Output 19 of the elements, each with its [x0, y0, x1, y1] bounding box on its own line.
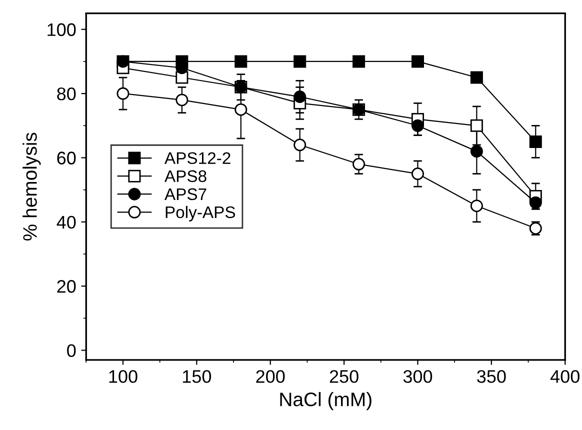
x-tick-label: 200	[256, 370, 285, 383]
x-axis-title: NaCl (mM)	[280, 392, 372, 410]
x-tick-label: 300	[403, 370, 432, 383]
y-tick-label: 60	[57, 152, 76, 164]
y-tick-label: 0	[67, 344, 76, 358]
legend-label: Poly-APS	[166, 206, 236, 222]
legend-label: APS7	[164, 188, 206, 200]
y-tick-label: 80	[57, 87, 76, 100]
x-tick-label: 150	[182, 370, 212, 383]
legend-label: APS12-2	[164, 152, 230, 164]
y-tick-label: 100	[48, 23, 76, 36]
y-tick-label: 20	[57, 280, 76, 293]
x-tick-label: 350	[477, 370, 506, 383]
x-tick-label: 100	[109, 370, 138, 383]
y-tick-label: 40	[56, 216, 76, 229]
x-tick-label: 400	[550, 370, 580, 383]
y-axis-title: % hemolysis	[22, 132, 41, 240]
legend-label: APS8	[164, 170, 206, 182]
x-tick-label: 250	[330, 370, 358, 383]
